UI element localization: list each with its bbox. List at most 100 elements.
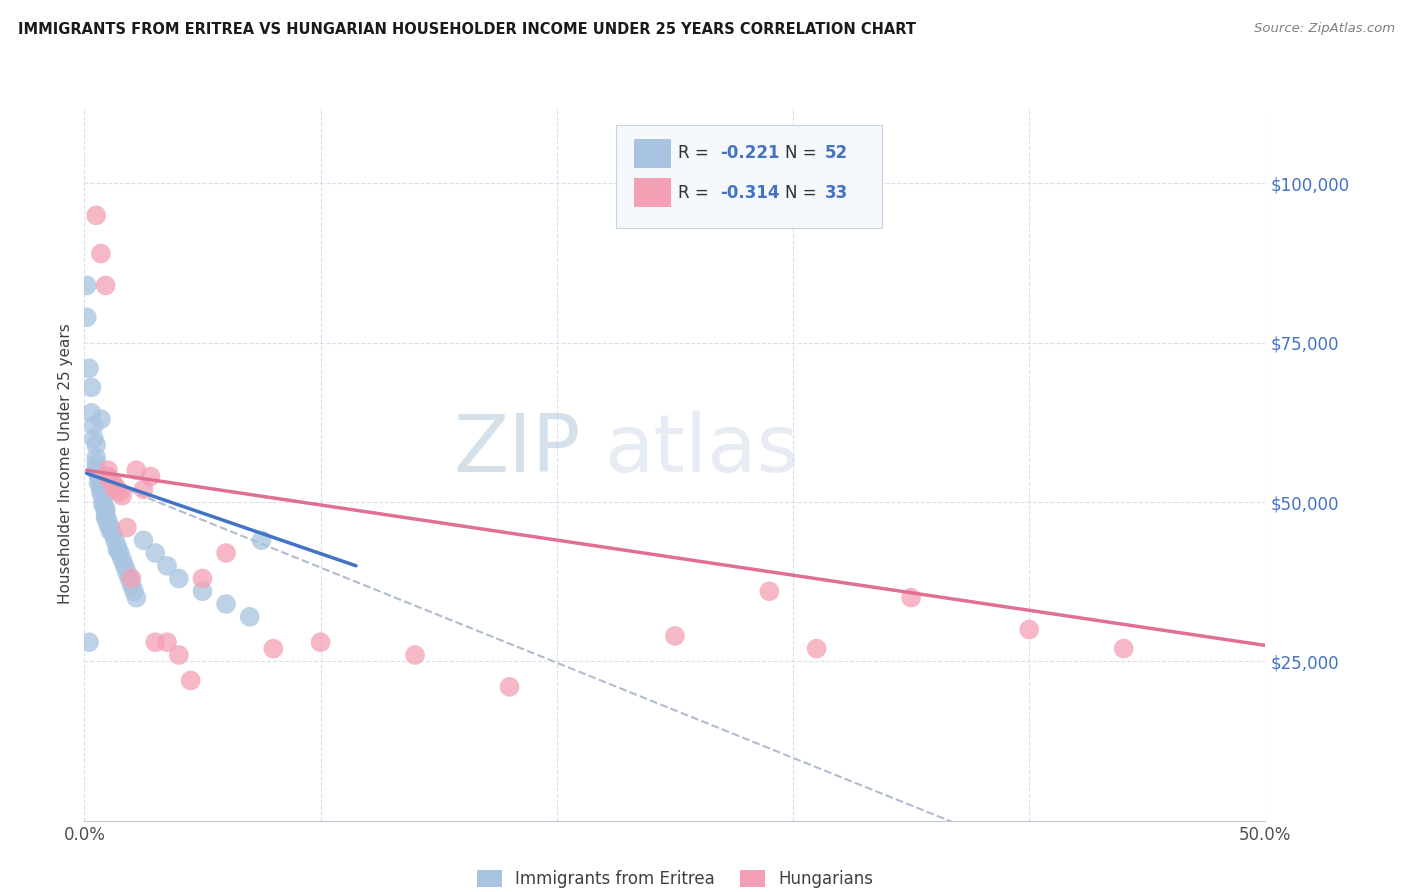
Point	[114, 558, 136, 573]
Point	[83, 418, 105, 433]
Point	[215, 546, 238, 560]
Point	[156, 635, 179, 649]
Point	[90, 485, 112, 500]
Point	[143, 635, 166, 649]
Point	[107, 542, 129, 557]
Point	[84, 463, 107, 477]
Point	[107, 540, 129, 554]
Point	[97, 514, 120, 528]
Point	[250, 533, 273, 548]
Point	[215, 597, 238, 611]
Point	[76, 278, 98, 293]
Point	[239, 609, 262, 624]
Point	[115, 520, 138, 534]
Point	[83, 431, 105, 445]
Text: 52: 52	[825, 145, 848, 162]
Point	[107, 483, 129, 497]
Text: Source: ZipAtlas.com: Source: ZipAtlas.com	[1254, 22, 1395, 36]
Point	[900, 591, 922, 605]
Point	[94, 505, 117, 519]
Point	[121, 572, 143, 586]
Point	[98, 524, 121, 538]
Point	[90, 412, 112, 426]
Text: ZIP: ZIP	[453, 410, 581, 489]
FancyBboxPatch shape	[634, 178, 671, 207]
FancyBboxPatch shape	[634, 139, 671, 168]
Point	[104, 483, 127, 497]
Point	[77, 361, 100, 376]
Point	[404, 648, 426, 662]
Point	[143, 546, 166, 560]
Point	[80, 380, 103, 394]
Point	[309, 635, 332, 649]
Point	[104, 533, 127, 548]
Point	[167, 572, 190, 586]
Text: atlas: atlas	[605, 410, 799, 489]
Point	[94, 508, 117, 522]
Point	[1018, 623, 1040, 637]
Point	[132, 483, 155, 497]
Point	[125, 463, 148, 477]
Point	[87, 469, 110, 483]
Point	[191, 584, 214, 599]
Point	[498, 680, 520, 694]
Text: 33: 33	[825, 184, 848, 202]
Point	[108, 546, 131, 560]
Point	[167, 648, 190, 662]
Point	[125, 591, 148, 605]
Point	[132, 533, 155, 548]
Point	[87, 475, 110, 490]
Point	[758, 584, 780, 599]
Text: N =: N =	[785, 184, 821, 202]
Text: R =: R =	[679, 145, 714, 162]
Point	[806, 641, 828, 656]
Point	[94, 511, 117, 525]
Point	[87, 467, 110, 481]
Point	[90, 246, 112, 260]
Point	[76, 310, 98, 325]
Point	[118, 572, 141, 586]
Text: N =: N =	[785, 145, 821, 162]
Point	[180, 673, 202, 688]
Text: -0.314: -0.314	[720, 184, 779, 202]
Point	[115, 565, 138, 579]
Point	[84, 457, 107, 471]
Point	[1112, 641, 1135, 656]
Point	[664, 629, 686, 643]
Point	[156, 558, 179, 573]
Point	[97, 469, 120, 483]
Point	[94, 501, 117, 516]
Point	[91, 495, 114, 509]
Point	[139, 469, 162, 483]
Point	[97, 463, 120, 477]
Text: R =: R =	[679, 184, 714, 202]
Point	[84, 438, 107, 452]
FancyBboxPatch shape	[616, 125, 882, 228]
Point	[121, 578, 143, 592]
Point	[94, 278, 117, 293]
Point	[80, 406, 103, 420]
Point	[91, 489, 114, 503]
Point	[90, 475, 112, 490]
Point	[77, 635, 100, 649]
Point	[97, 517, 120, 532]
Point	[98, 473, 121, 487]
Point	[101, 475, 124, 490]
Point	[91, 498, 114, 512]
Legend: Immigrants from Eritrea, Hungarians: Immigrants from Eritrea, Hungarians	[470, 863, 880, 892]
Point	[98, 520, 121, 534]
Point	[104, 479, 127, 493]
Point	[111, 552, 134, 566]
Point	[101, 527, 124, 541]
Point	[84, 450, 107, 465]
Point	[111, 489, 134, 503]
Text: IMMIGRANTS FROM ERITREA VS HUNGARIAN HOUSEHOLDER INCOME UNDER 25 YEARS CORRELATI: IMMIGRANTS FROM ERITREA VS HUNGARIAN HOU…	[18, 22, 917, 37]
Point	[191, 572, 214, 586]
Point	[122, 584, 145, 599]
Point	[84, 208, 107, 222]
Y-axis label: Householder Income Under 25 years: Householder Income Under 25 years	[58, 324, 73, 604]
Point	[97, 469, 120, 483]
Point	[91, 491, 114, 506]
Text: -0.221: -0.221	[720, 145, 779, 162]
Point	[262, 641, 284, 656]
